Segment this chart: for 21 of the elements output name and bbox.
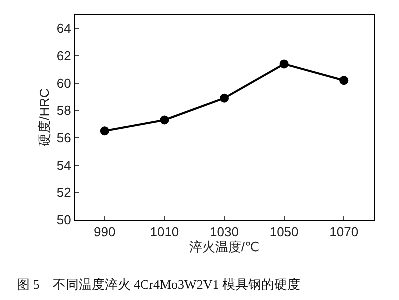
x-tick-label: 990 [94,224,116,240]
x-axis-title: 淬火温度/℃ [189,240,260,255]
x-tick-label: 1050 [270,224,299,240]
y-tick-label: 58 [56,103,72,118]
y-tick-label: 64 [56,21,72,36]
point [280,60,289,69]
caption: 图 5 不同温度淬火 4Cr4Mo3W2V1 模具钢的硬度 [17,277,300,292]
y-tick-label: 62 [56,48,72,64]
y-tick-label: 56 [56,130,72,146]
y-tick-label: 52 [56,185,72,200]
y-axis-title: 硬度/HRC [36,88,52,146]
point [160,116,170,125]
point [340,76,349,86]
x-tick-label: 1010 [150,224,180,240]
y-tick-label: 54 [56,158,72,173]
y-tick-label: 50 [56,212,72,228]
point [100,126,110,136]
x-tick-label: 1070 [330,224,359,240]
point [220,94,229,103]
x-tick-label: 1030 [210,224,239,240]
y-tick-label: 60 [56,76,72,91]
